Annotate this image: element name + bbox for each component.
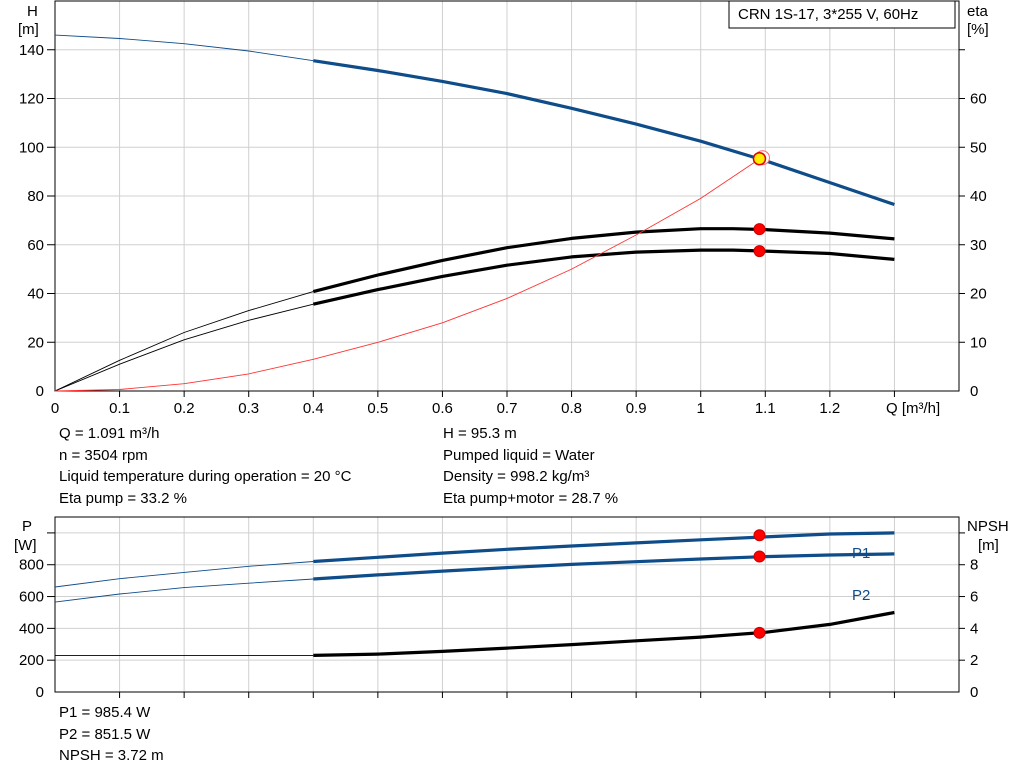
- x-tick-label: 0.9: [626, 400, 647, 417]
- x-tick-label: 0.6: [432, 400, 453, 417]
- eta-pump-motor-result: Eta pump+motor = 28.7 %: [443, 489, 619, 507]
- eta-parabola-curve: [54, 158, 760, 392]
- top-right-tick-label: 60: [970, 91, 987, 108]
- x-tick-label: 0.7: [497, 400, 518, 417]
- top-right-axis-unit: [%]: [967, 21, 989, 38]
- title-box: [728, 0, 956, 29]
- p2-curve: [313, 552, 895, 581]
- top-right-tick-label: 10: [970, 334, 987, 351]
- p1-result: P1 = 985.4 W: [59, 704, 151, 721]
- bottom-right-tick-label: 8: [970, 557, 978, 574]
- p2-result: P2 = 851.5 W: [59, 725, 151, 743]
- top-left-tick-label: 60: [27, 237, 44, 254]
- p2-curve-extrapolated: [54, 578, 314, 603]
- top-left-tick-label: 120: [19, 91, 44, 108]
- density-result: Density = 998.2 kg/m³: [443, 468, 590, 485]
- top-chart-series: [54, 34, 895, 392]
- p1-curve: [313, 531, 895, 564]
- operating-point-marker: [753, 245, 766, 258]
- operating-point-marker: [753, 626, 766, 639]
- npsh-result: NPSH = 3.72 m: [59, 747, 164, 764]
- bottom-chart-ticks: 0 200 400 600 800 0 2 4 6 8: [19, 532, 978, 701]
- x-tick-label: 1.2: [819, 400, 840, 417]
- top-left-tick-label: 80: [27, 188, 44, 205]
- flow-result: Q = 1.091 m³/h: [59, 425, 160, 442]
- x-tick-label: 0.8: [561, 400, 582, 417]
- bottom-right-tick-label: 2: [970, 652, 978, 669]
- x-tick-label: 0.4: [303, 400, 324, 417]
- bottom-right-tick-label: 0: [970, 684, 978, 701]
- x-tick-label: 0.5: [367, 400, 388, 417]
- bottom-left-tick-label: 800: [19, 557, 44, 574]
- operating-point-marker: [753, 223, 766, 236]
- top-left-tick-label: 0: [36, 383, 44, 400]
- p1-series-label: P1: [852, 545, 870, 562]
- top-right-tick-label: 0: [970, 383, 978, 400]
- bottom-left-tick-label: 400: [19, 620, 44, 637]
- p2-series-label: P2: [852, 587, 870, 604]
- top-right-tick-label: 50: [970, 139, 987, 156]
- x-tick-label: 0: [51, 400, 59, 417]
- pumped-liquid-result: Pumped liquid = Water: [443, 446, 595, 464]
- x-tick-label: 0.3: [238, 400, 259, 417]
- liquid-temperature-result: Liquid temperature during operation = 20…: [59, 468, 352, 485]
- h-curve-extrapolated: [54, 34, 314, 62]
- top-chart-grid: [55, 1, 959, 391]
- speed-result: n = 3504 rpm: [59, 446, 148, 464]
- head-result: H = 95.3 m: [443, 425, 517, 442]
- bottom-left-tick-label: 600: [19, 589, 44, 606]
- x-tick-label: 1.1: [755, 400, 776, 417]
- bottom-chart-markers: [753, 529, 766, 639]
- duty-point-marker: [752, 151, 767, 166]
- top-left-tick-label: 100: [19, 139, 44, 156]
- eta-pump-result: Eta pump = 33.2 %: [59, 489, 187, 507]
- top-right-tick-label: 20: [970, 286, 987, 303]
- eta-total-curve: [312, 227, 895, 294]
- results-top-right: H = 95.3 m Pumped liquid = Water Density…: [443, 423, 618, 509]
- x-axis-label: Q [m³/h]: [886, 400, 940, 417]
- bottom-right-axis-unit: [m]: [978, 537, 999, 554]
- bottom-right-axis-label: NPSH: [967, 518, 1009, 535]
- results-top-left: Q = 1.091 m³/h n = 3504 rpm Liquid tempe…: [59, 423, 351, 509]
- top-right-tick-label: 40: [970, 188, 987, 205]
- top-left-axis-unit: [m]: [18, 21, 39, 38]
- h-curve: [313, 59, 895, 207]
- top-right-axis-label: eta: [967, 3, 989, 20]
- operating-point-marker: [753, 529, 766, 542]
- bottom-chart-series: [54, 531, 895, 657]
- results-bottom: P1 = 985.4 W P2 = 851.5 W NPSH = 3.72 m: [59, 702, 164, 767]
- top-chart-ticks: 0 20 40 60 80 100 120 140 0 10 20 30 40 50 60 0 0.1 0.2 0.…: [19, 42, 987, 417]
- title-box-text: CRN 1S-17, 3*255 V, 60Hz: [738, 6, 918, 23]
- eta-pump-curve-extrapolated: [54, 303, 314, 392]
- top-chart-markers: [752, 150, 770, 258]
- bottom-left-axis-label: P: [22, 518, 32, 535]
- top-left-axis-label: H: [27, 3, 38, 20]
- top-left-tick-label: 140: [19, 42, 44, 59]
- npsh-curve: [313, 610, 895, 657]
- bottom-right-tick-label: 6: [970, 589, 978, 606]
- bottom-chart-grid: [55, 517, 959, 692]
- top-left-tick-label: 40: [27, 286, 44, 303]
- eta-pump-curve: [312, 248, 895, 306]
- p1-curve-extrapolated: [54, 561, 314, 588]
- x-tick-label: 1: [697, 400, 705, 417]
- bottom-left-tick-label: 0: [36, 684, 44, 701]
- x-tick-label: 0.1: [109, 400, 130, 417]
- top-left-tick-label: 20: [27, 334, 44, 351]
- x-tick-label: 0.2: [174, 400, 195, 417]
- bottom-left-tick-label: 200: [19, 652, 44, 669]
- bottom-right-tick-label: 4: [970, 620, 978, 637]
- operating-point-marker: [753, 550, 766, 563]
- top-right-tick-label: 30: [970, 237, 987, 254]
- bottom-left-axis-unit: [W]: [14, 537, 37, 554]
- eta-total-curve-extrapolated: [54, 291, 314, 392]
